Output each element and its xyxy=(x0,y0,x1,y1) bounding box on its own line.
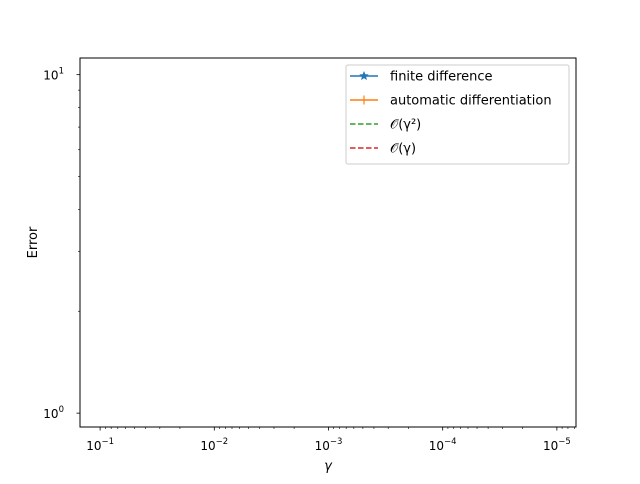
legend-label: finite difference xyxy=(390,70,493,85)
x-tick-label: 10−1 xyxy=(86,437,114,453)
legend-entry: automatic differentiation xyxy=(350,94,552,109)
x-tick-label: 10−3 xyxy=(315,437,343,453)
x-axis-label: γ xyxy=(324,459,333,474)
legend: finite difference automatic differentiati… xyxy=(345,64,570,165)
legend-entry: finite difference xyxy=(350,70,493,85)
legend-box xyxy=(345,64,570,165)
x-tick-label: 10−4 xyxy=(429,437,457,453)
legend-label: 𝒪(γ²) xyxy=(390,118,421,133)
legend-entry: 𝒪(γ) xyxy=(350,142,416,157)
y-tick-label: 101 xyxy=(43,67,64,83)
y-axis-label: Error xyxy=(26,226,41,258)
legend-entry: 𝒪(γ²) xyxy=(350,118,421,133)
x-axis-ticks: 10−1 10−2 10−3 10−4 10−5 xyxy=(86,427,575,453)
plot-frame xyxy=(79,57,577,428)
legend-label: 𝒪(γ) xyxy=(390,142,416,157)
x-tick-label: 10−5 xyxy=(543,437,571,453)
x-tick-label: 10−2 xyxy=(200,437,228,453)
legend-marker-star xyxy=(359,70,369,81)
y-axis-ticks: 100 101 xyxy=(43,67,80,421)
y-tick-label: 100 xyxy=(43,405,64,421)
legend-label: automatic differentiation xyxy=(390,94,552,109)
